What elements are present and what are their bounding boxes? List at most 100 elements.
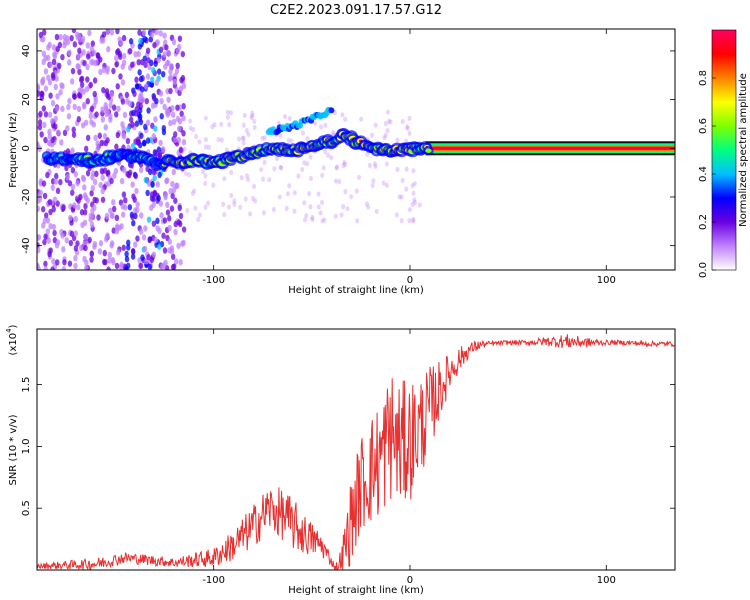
noise-blob bbox=[170, 192, 175, 200]
noise-blob bbox=[73, 245, 79, 252]
noise-blob bbox=[72, 103, 77, 111]
noise-blob bbox=[37, 246, 41, 254]
noise-blob bbox=[114, 214, 120, 222]
noise-blob bbox=[114, 111, 119, 118]
noise-blob bbox=[80, 221, 85, 229]
noise-blob bbox=[111, 67, 116, 75]
noise-blob bbox=[407, 115, 412, 121]
noise-blob bbox=[341, 204, 346, 210]
noise-blob bbox=[98, 68, 103, 76]
noise-blob bbox=[139, 212, 144, 219]
noise-blob bbox=[157, 151, 163, 159]
noise-blob bbox=[78, 193, 83, 201]
noise-blob bbox=[95, 140, 100, 147]
noise-blob bbox=[150, 102, 156, 109]
noise-blob bbox=[153, 60, 158, 67]
noise-blob bbox=[364, 201, 369, 207]
noise-blob bbox=[156, 243, 162, 250]
noise-blob bbox=[111, 205, 117, 213]
noise-blob bbox=[341, 162, 346, 169]
noise-blob bbox=[131, 219, 136, 227]
noise-blob bbox=[43, 233, 48, 240]
noise-blob bbox=[366, 204, 371, 210]
noise-blob bbox=[60, 53, 65, 61]
noise-blob bbox=[37, 124, 43, 131]
noise-blob bbox=[41, 29, 47, 36]
colorbar-frame bbox=[711, 29, 737, 271]
noise-blob bbox=[50, 266, 55, 270]
noise-blob bbox=[193, 205, 198, 211]
noise-blob bbox=[173, 228, 178, 236]
snr-ytick-label: 1.5 bbox=[21, 377, 32, 393]
noise-blob bbox=[125, 171, 131, 178]
noise-blob bbox=[92, 204, 97, 211]
noise-blob bbox=[372, 161, 377, 167]
noise-blob bbox=[51, 258, 56, 265]
noise-blob bbox=[383, 121, 388, 127]
noise-blob bbox=[43, 85, 49, 92]
noise-blob bbox=[156, 56, 161, 64]
noise-blob bbox=[72, 41, 78, 48]
noise-blob bbox=[300, 166, 305, 173]
noise-blob bbox=[174, 68, 180, 75]
noise-blob bbox=[168, 68, 173, 75]
noise-blob bbox=[370, 132, 375, 138]
noise-blob bbox=[162, 51, 167, 58]
noise-blob bbox=[187, 172, 192, 178]
noise-blob bbox=[73, 171, 79, 178]
noise-blob bbox=[148, 36, 154, 43]
noise-blob bbox=[120, 63, 125, 70]
noise-blob bbox=[142, 139, 147, 147]
noise-blob bbox=[137, 29, 142, 36]
noise-blob bbox=[48, 61, 53, 68]
noise-blob bbox=[102, 258, 107, 266]
noise-blob bbox=[85, 170, 91, 177]
noise-blob bbox=[47, 111, 53, 118]
noise-blob bbox=[50, 72, 56, 79]
noise-blob bbox=[98, 56, 103, 63]
noise-blob bbox=[171, 168, 176, 176]
noise-blob bbox=[54, 75, 59, 82]
noise-blob bbox=[232, 201, 237, 207]
noise-blob bbox=[136, 136, 141, 143]
noise-blob bbox=[359, 116, 364, 122]
noise-blob bbox=[170, 111, 176, 119]
noise-blob bbox=[130, 121, 135, 128]
noise-blob bbox=[84, 259, 89, 266]
noise-blob bbox=[37, 205, 41, 212]
noise-blob bbox=[70, 147, 75, 154]
noise-blob bbox=[37, 119, 43, 126]
noise-blob bbox=[85, 98, 91, 105]
noise-blob bbox=[144, 97, 150, 105]
noise-blob bbox=[145, 47, 151, 54]
noise-blob bbox=[142, 245, 148, 253]
noise-blob bbox=[69, 230, 75, 238]
noise-blob bbox=[42, 121, 47, 129]
noise-blob bbox=[109, 240, 115, 247]
noise-blob bbox=[319, 199, 324, 206]
noise-blob bbox=[399, 194, 404, 200]
noise-blob bbox=[169, 245, 175, 252]
noise-blob bbox=[101, 31, 107, 38]
noise-blob bbox=[119, 39, 124, 47]
noise-blob bbox=[90, 174, 95, 181]
noise-blob bbox=[158, 139, 163, 147]
noise-blob bbox=[37, 234, 40, 242]
noise-blob bbox=[67, 97, 72, 105]
noise-blob bbox=[175, 104, 180, 111]
noise-blob bbox=[79, 81, 85, 89]
noise-blob bbox=[115, 83, 120, 90]
noise-blob bbox=[119, 261, 124, 268]
noise-blob bbox=[103, 124, 108, 131]
noise-blob bbox=[138, 37, 143, 45]
snr-xtick-label: 0 bbox=[407, 575, 413, 586]
noise-blob bbox=[122, 52, 127, 60]
noise-blob bbox=[194, 133, 199, 140]
noise-blob bbox=[127, 204, 133, 211]
noise-blob bbox=[119, 177, 125, 185]
noise-blob bbox=[76, 116, 81, 123]
noise-blob bbox=[76, 53, 81, 60]
noise-blob bbox=[124, 266, 129, 270]
noise-blob bbox=[55, 187, 61, 195]
spectrogram-ytick-label: 40 bbox=[21, 45, 32, 58]
